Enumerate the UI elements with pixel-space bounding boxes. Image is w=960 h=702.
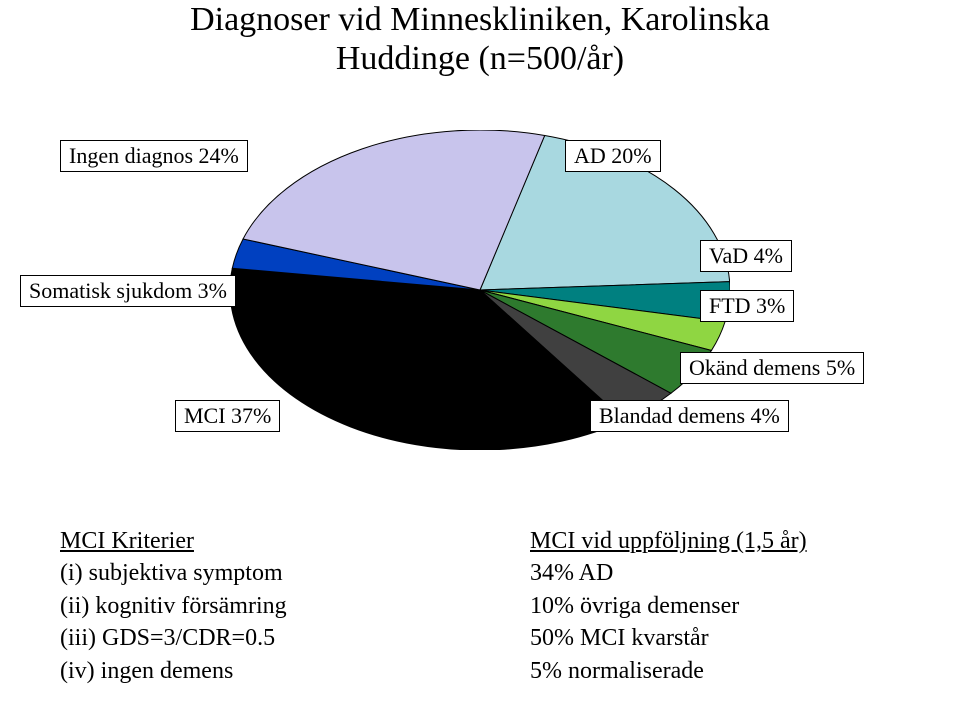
label-ad: AD 20%: [565, 140, 661, 172]
followup-line-2: 10% övriga demenser: [530, 590, 807, 622]
followup-line-4: 5% normaliserade: [530, 655, 807, 687]
label-mci: MCI 37%: [175, 400, 280, 432]
kriterier-line-1: (i) subjektiva symptom: [60, 557, 287, 589]
label-ftd: FTD 3%: [700, 290, 794, 322]
label-okand: Okänd demens 5%: [680, 352, 864, 384]
page-title: Diagnoser vid Minneskliniken, Karolinska…: [0, 0, 960, 78]
followup-line-1: 34% AD: [530, 557, 807, 589]
mci-kriterier: MCI Kriterier (i) subjektiva symptom (ii…: [60, 525, 287, 687]
mci-followup: MCI vid uppföljning (1,5 år) 34% AD 10% …: [530, 525, 807, 687]
stage: Diagnoser vid Minneskliniken, Karolinska…: [0, 0, 960, 702]
kriterier-line-3: (iii) GDS=3/CDR=0.5: [60, 622, 287, 654]
kriterier-line-4: (iv) ingen demens: [60, 655, 287, 687]
label-blandad: Blandad demens 4%: [590, 400, 789, 432]
label-somatisk: Somatisk sjukdom 3%: [20, 275, 236, 307]
followup-heading: MCI vid uppföljning (1,5 år): [530, 525, 807, 557]
followup-line-3: 50% MCI kvarstår: [530, 622, 807, 654]
title-line1: Diagnoser vid Minneskliniken, Karolinska: [0, 0, 960, 39]
title-line2: Huddinge (n=500/år): [0, 39, 960, 78]
label-ingen-diagnos: Ingen diagnos 24%: [60, 140, 248, 172]
label-vad: VaD 4%: [700, 240, 792, 272]
kriterier-line-2: (ii) kognitiv försämring: [60, 590, 287, 622]
kriterier-heading: MCI Kriterier: [60, 525, 287, 557]
